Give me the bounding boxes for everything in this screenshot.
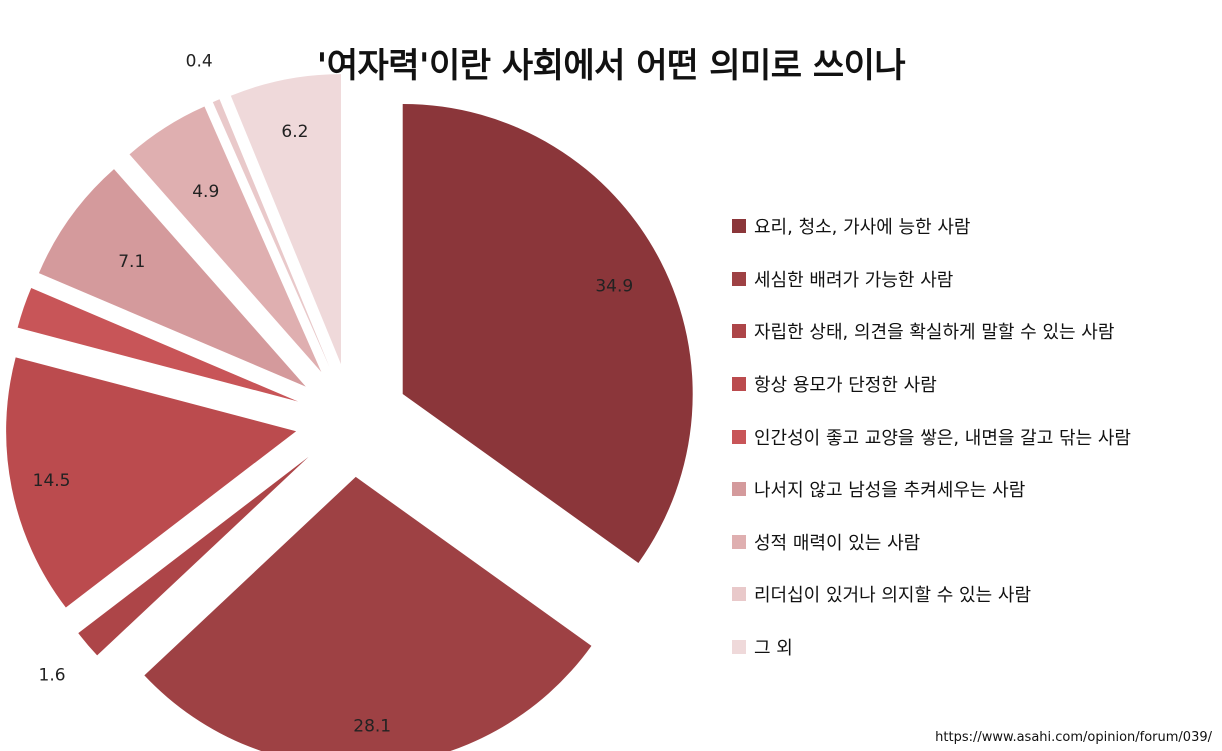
pie-slice <box>212 99 330 368</box>
legend-swatch <box>732 587 746 602</box>
legend-label: 그 외 <box>754 638 793 660</box>
legend-item: 나서지 않고 남성을 추켜세우는 사람 <box>732 463 1131 516</box>
legend-swatch <box>732 324 746 339</box>
slice-value-label: 7.1 <box>118 252 145 272</box>
legend-swatch <box>732 429 746 444</box>
legend-swatch <box>732 534 746 549</box>
pie-slice <box>144 476 592 751</box>
slice-value-label: 4.9 <box>192 182 219 202</box>
legend-label: 나서지 않고 남성을 추켜세우는 사람 <box>754 480 1026 502</box>
legend-swatch <box>732 377 746 392</box>
legend-item: 리더십이 있거나 의지할 수 있는 사람 <box>732 568 1131 621</box>
pie-slice <box>402 103 693 563</box>
legend-item: 인간성이 좋고 교양을 쌓은, 내면을 갈고 닦는 사람 <box>732 410 1131 463</box>
legend-item: 항상 용모가 단정한 사람 <box>732 358 1131 411</box>
chart-title: '여자력'이란 사회에서 어떤 의미로 쓰이나 <box>316 46 906 86</box>
pie-slice <box>38 169 306 387</box>
legend-label: 요리, 청소, 가사에 능한 사람 <box>754 217 971 239</box>
pie-slice <box>6 357 297 608</box>
legend-label: 인간성이 좋고 교양을 쌓은, 내면을 갈고 닦는 사람 <box>754 427 1131 449</box>
legend-swatch <box>732 482 746 497</box>
legend-item: 성적 매력이 있는 사람 <box>732 516 1131 569</box>
slice-value-label: 1.6 <box>39 666 66 686</box>
slice-value-label: 0.4 <box>186 52 213 72</box>
legend-label: 리더십이 있거나 의지할 수 있는 사람 <box>754 585 1032 607</box>
slice-value-label: 14.5 <box>33 471 71 491</box>
legend-swatch <box>732 271 746 286</box>
legend-item: 요리, 청소, 가사에 능한 사람 <box>732 200 1131 253</box>
legend-item: 그 외 <box>732 621 1131 674</box>
legend-swatch <box>732 219 746 234</box>
legend-label: 성적 매력이 있는 사람 <box>754 532 921 554</box>
legend-label: 세심한 배려가 가능한 사람 <box>754 269 954 291</box>
slice-value-label: 6.2 <box>281 122 308 142</box>
source-text: https://www.asahi.com/opinion/forum/039/ <box>935 730 1212 745</box>
pie-slice <box>129 106 322 372</box>
legend-label: 자립한 상태, 의견을 확실하게 말할 수 있는 사람 <box>754 322 1115 344</box>
pie-chart: 34.928.11.614.52.37.14.90.46.2 <box>6 52 693 751</box>
pie-slice <box>230 74 341 365</box>
slice-value-label: 28.1 <box>353 717 391 737</box>
legend-swatch <box>732 640 746 655</box>
legend-label: 항상 용모가 단정한 사람 <box>754 375 937 397</box>
legend-item: 세심한 배려가 가능한 사람 <box>732 253 1131 306</box>
pie-slice <box>78 456 309 656</box>
legend-item: 자립한 상태, 의견을 확실하게 말할 수 있는 사람 <box>732 305 1131 358</box>
pie-slice <box>17 288 299 402</box>
slice-value-label: 34.9 <box>595 276 633 296</box>
